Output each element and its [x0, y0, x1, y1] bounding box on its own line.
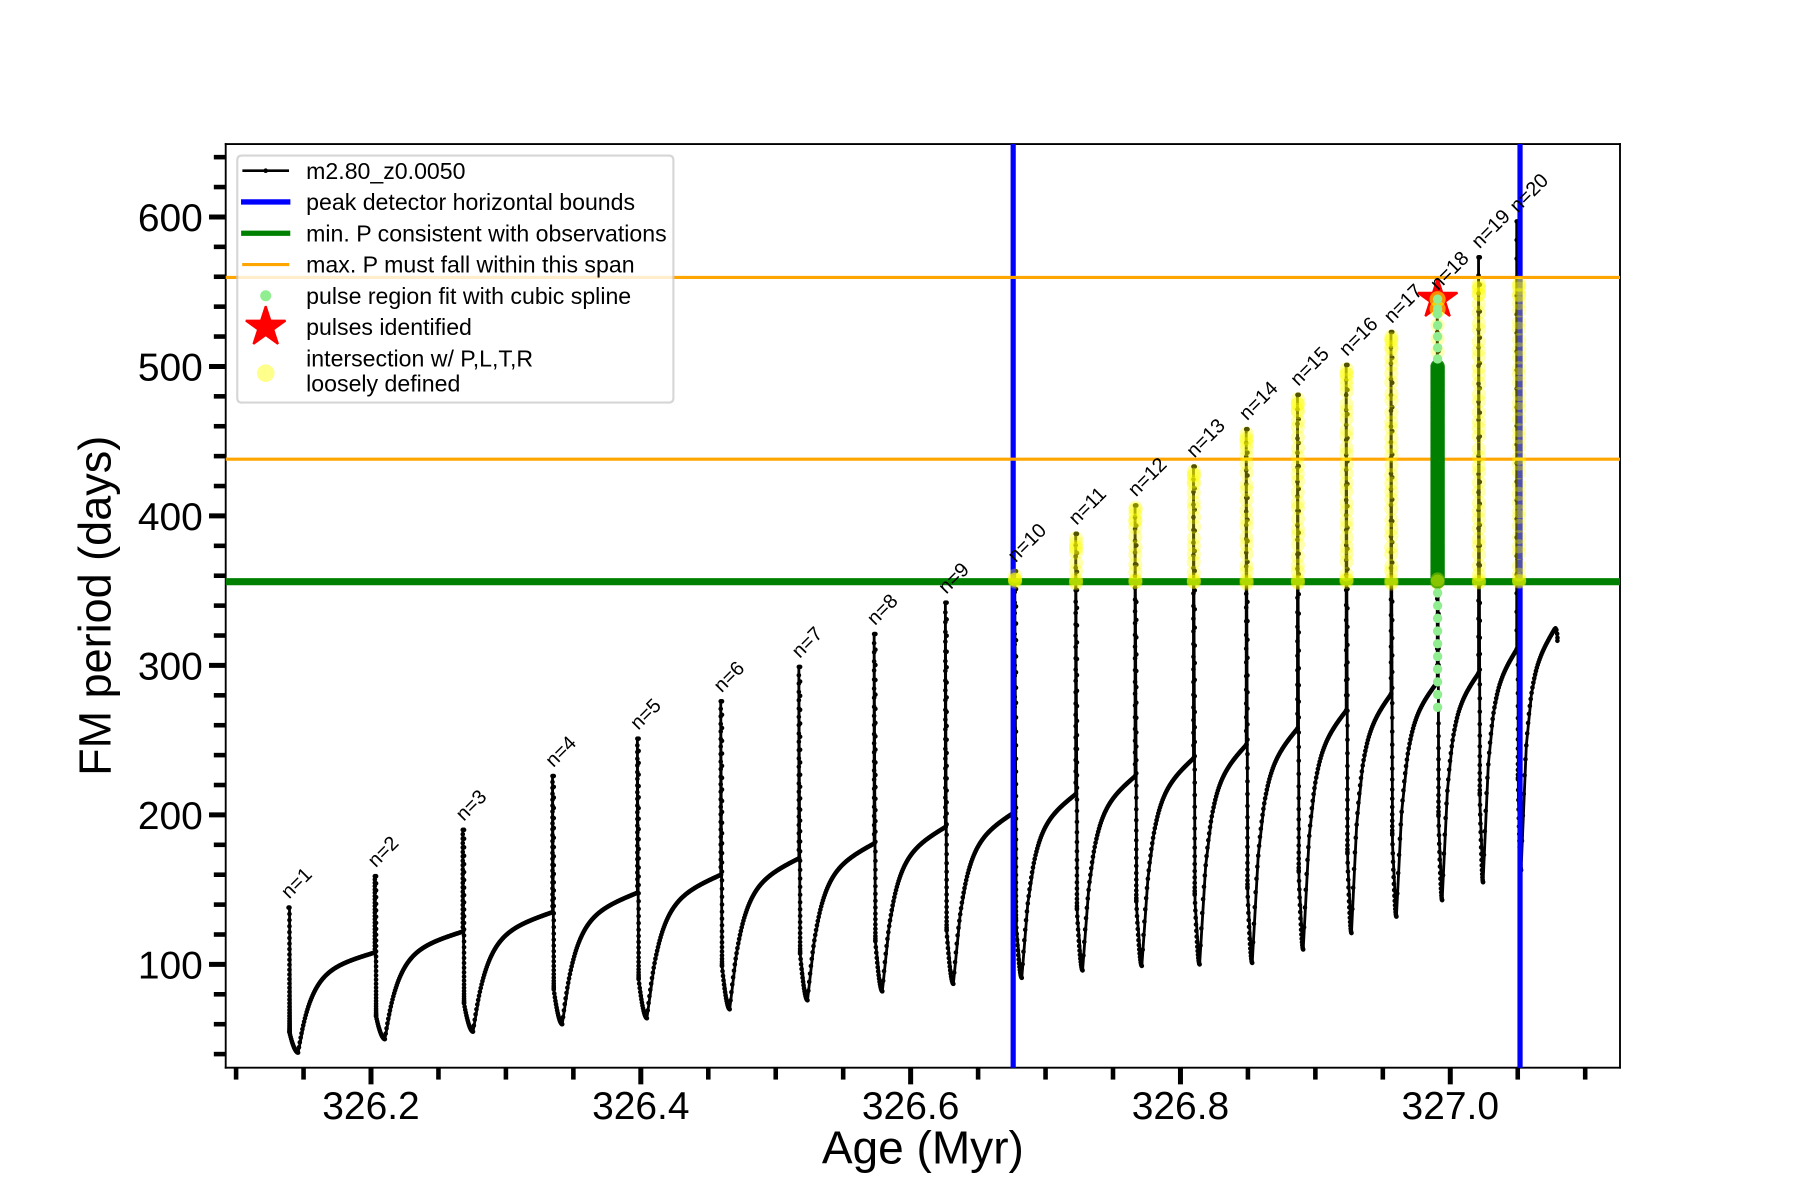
svg-text:peak detector horizontal bound: peak detector horizontal bounds	[306, 189, 635, 215]
svg-text:326.4: 326.4	[592, 1085, 689, 1128]
svg-text:326.6: 326.6	[862, 1085, 959, 1128]
svg-text:500: 500	[138, 347, 203, 390]
svg-text:max. P must fall within this s: max. P must fall within this span	[306, 252, 634, 278]
svg-text:326.8: 326.8	[1132, 1085, 1229, 1128]
svg-text:FM period (days): FM period (days)	[70, 436, 121, 776]
svg-text:min. P consistent with observa: min. P consistent with observations	[306, 220, 667, 246]
svg-text:100: 100	[138, 945, 203, 988]
svg-text:pulse region fit with cubic sp: pulse region fit with cubic spline	[306, 283, 631, 309]
svg-text:m2.80_z0.0050: m2.80_z0.0050	[306, 158, 465, 184]
svg-text:600: 600	[138, 197, 203, 240]
svg-text:326.2: 326.2	[322, 1085, 419, 1128]
svg-text:300: 300	[138, 646, 203, 689]
svg-text:intersection w/ P,L,T,R: intersection w/ P,L,T,R	[306, 345, 533, 371]
svg-text:200: 200	[138, 795, 203, 838]
svg-text:loosely defined: loosely defined	[306, 370, 460, 396]
svg-text:Age (Myr): Age (Myr)	[822, 1121, 1024, 1173]
svg-text:400: 400	[138, 496, 203, 539]
svg-text:pulses identified: pulses identified	[306, 314, 472, 340]
svg-text:327.0: 327.0	[1402, 1085, 1499, 1128]
